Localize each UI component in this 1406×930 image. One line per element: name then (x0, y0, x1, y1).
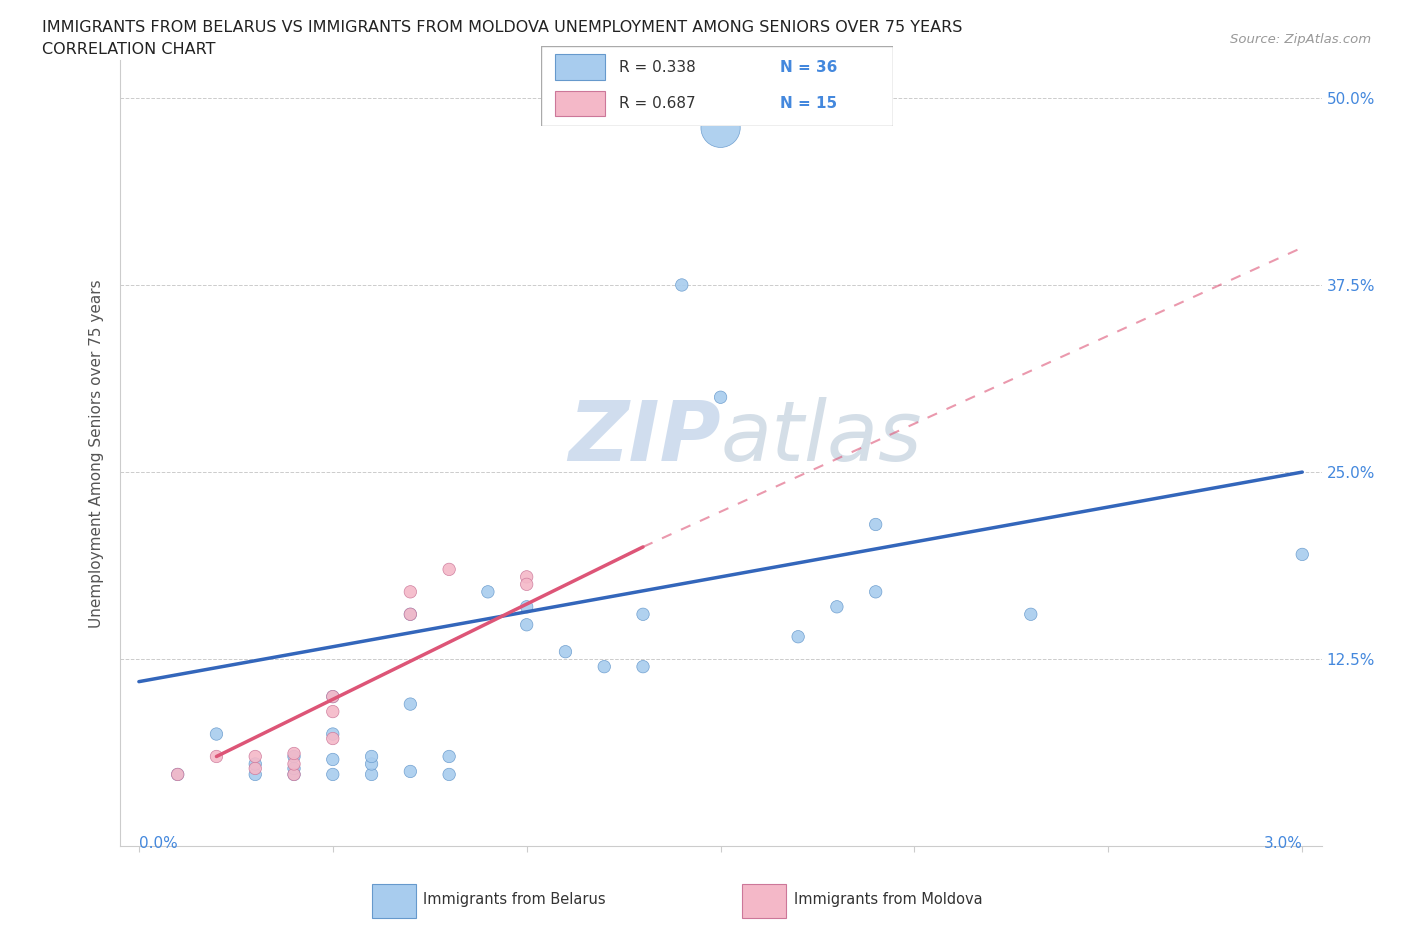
FancyBboxPatch shape (742, 884, 786, 918)
Point (205, 749, 228, 764)
Point (283, 767, 305, 782)
Point (554, 644, 576, 659)
Text: R = 0.687: R = 0.687 (619, 96, 695, 111)
Point (516, 599, 538, 614)
Point (399, 584, 422, 599)
FancyBboxPatch shape (373, 884, 416, 918)
Point (322, 704, 344, 719)
Point (322, 752, 344, 767)
Point (360, 749, 382, 764)
Point (865, 584, 887, 599)
Point (477, 584, 499, 599)
Point (322, 689, 344, 704)
FancyBboxPatch shape (555, 91, 605, 116)
Text: R = 0.338: R = 0.338 (619, 60, 696, 74)
Point (631, 607, 654, 622)
Point (360, 767, 382, 782)
Point (399, 607, 422, 622)
Point (245, 749, 267, 764)
Point (437, 767, 460, 782)
Point (709, 390, 731, 405)
Y-axis label: Unemployment Among Seniors over 75 years: Unemployment Among Seniors over 75 years (89, 279, 104, 628)
Point (166, 767, 188, 782)
Text: Source: ZipAtlas.com: Source: ZipAtlas.com (1230, 33, 1371, 46)
Point (245, 756, 267, 771)
Text: Immigrants from Belarus: Immigrants from Belarus (423, 892, 606, 908)
Point (787, 630, 810, 644)
Point (437, 749, 460, 764)
Point (283, 756, 305, 771)
Text: 3.0%: 3.0% (1264, 836, 1302, 851)
Point (322, 731, 344, 746)
Point (399, 607, 422, 622)
Point (283, 767, 305, 782)
Point (516, 569, 538, 584)
Point (1291, 547, 1313, 562)
Text: 0.0%: 0.0% (139, 836, 177, 851)
Text: IMMIGRANTS FROM BELARUS VS IMMIGRANTS FROM MOLDOVA UNEMPLOYMENT AMONG SENIORS OV: IMMIGRANTS FROM BELARUS VS IMMIGRANTS FR… (42, 20, 963, 35)
Point (283, 749, 305, 764)
Point (1019, 607, 1042, 622)
Text: N = 15: N = 15 (780, 96, 838, 111)
Text: atlas: atlas (720, 397, 922, 478)
Point (283, 746, 305, 761)
Point (825, 599, 848, 614)
Point (593, 659, 616, 674)
Point (516, 577, 538, 591)
Point (205, 726, 228, 741)
Point (360, 756, 382, 771)
FancyBboxPatch shape (541, 46, 893, 126)
Text: N = 36: N = 36 (780, 60, 838, 74)
Point (245, 767, 267, 782)
Point (399, 764, 422, 779)
Text: CORRELATION CHART: CORRELATION CHART (42, 42, 215, 57)
FancyBboxPatch shape (555, 54, 605, 80)
Point (399, 697, 422, 711)
Text: Immigrants from Moldova: Immigrants from Moldova (793, 892, 983, 908)
Point (865, 517, 887, 532)
Point (166, 767, 188, 782)
Text: ZIP: ZIP (568, 397, 720, 478)
Point (322, 689, 344, 704)
Point (322, 726, 344, 741)
Point (709, 120, 731, 135)
Point (671, 277, 693, 292)
Point (516, 618, 538, 632)
Point (631, 659, 654, 674)
Point (245, 761, 267, 776)
Point (437, 562, 460, 577)
Point (322, 767, 344, 782)
Point (283, 761, 305, 776)
